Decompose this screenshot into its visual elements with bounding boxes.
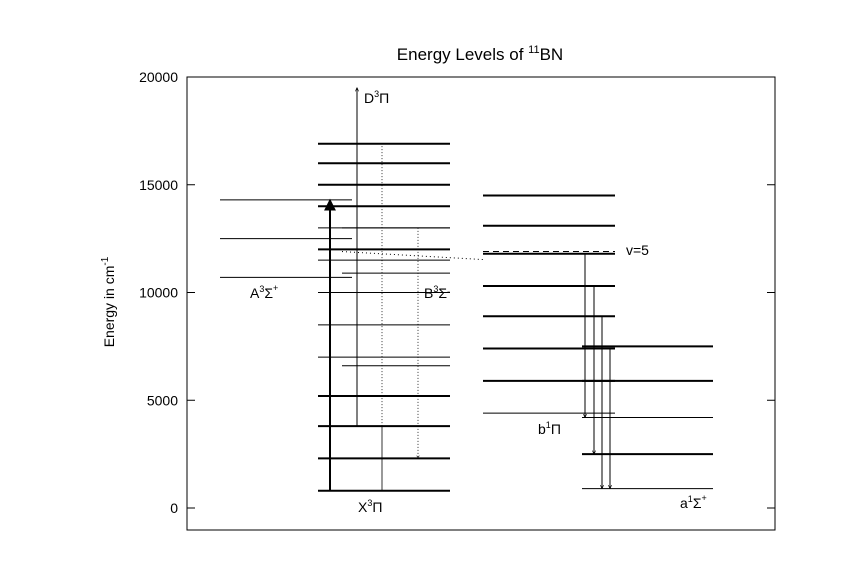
plot-frame xyxy=(186,76,776,531)
svg-text:X3Π: X3Π xyxy=(358,498,382,515)
v5-connector xyxy=(341,251,484,261)
svg-text:b1Π: b1Π xyxy=(538,420,561,437)
y-axis-ticks: 0 5000 10000 15000 20000 xyxy=(139,69,775,516)
state-label-b: b1Π xyxy=(538,420,561,437)
transition-arrows xyxy=(324,88,610,491)
energy-levels xyxy=(220,142,713,492)
y-axis-title-main: Energy in cm xyxy=(101,266,117,348)
y-tick-label: 0 xyxy=(170,500,178,516)
svg-text:A3Σ+: A3Σ+ xyxy=(250,283,278,301)
y-tick-label: 20000 xyxy=(139,69,178,85)
y-tick-label: 5000 xyxy=(147,392,178,408)
state-label-A: A3Σ+ xyxy=(250,283,278,301)
title-molecule: BN xyxy=(540,45,564,64)
svg-text:a1Σ+: a1Σ+ xyxy=(680,493,707,511)
state-label-a: a1Σ+ xyxy=(680,493,707,511)
svg-text:D3Π: D3Π xyxy=(364,89,389,106)
state-label-D: D3Π xyxy=(364,89,389,106)
svg-text:B3Σ-: B3Σ- xyxy=(424,284,450,301)
chart-title: Energy Levels of 11BN xyxy=(397,44,563,64)
title-prefix: Energy Levels of xyxy=(397,45,528,64)
state-label-X: X3Π xyxy=(358,498,382,515)
v5-label: v=5 xyxy=(626,242,649,258)
y-tick-label: 10000 xyxy=(139,285,178,301)
title-isotope: 11 xyxy=(528,44,539,56)
y-axis-title: Energy in cm-1 xyxy=(100,256,117,347)
y-tick-label: 15000 xyxy=(139,177,178,193)
state-label-B: B3Σ- xyxy=(424,284,450,301)
y-axis-title-exponent: -1 xyxy=(100,256,111,265)
